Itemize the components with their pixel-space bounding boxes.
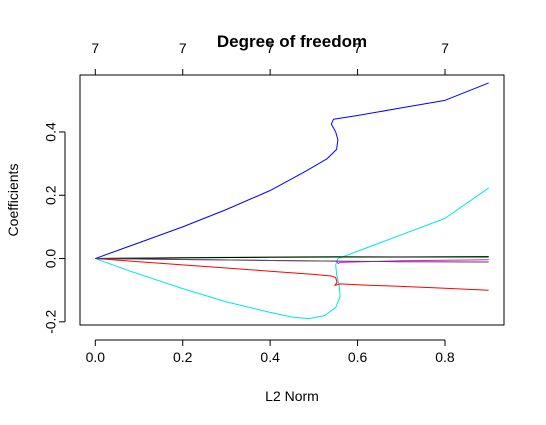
top-axis: 7 7 7 7 7 <box>91 40 449 76</box>
series-line-6 <box>95 256 489 260</box>
series-layer <box>95 82 489 320</box>
x-tick-label: 0.0 <box>86 349 106 365</box>
series-line-2 <box>95 187 489 320</box>
series-line-3 <box>95 258 489 291</box>
x-tick-label: 0.4 <box>260 349 280 365</box>
bottom-axis: 0.0 0.2 0.4 0.6 0.8 <box>86 339 455 365</box>
x-tick-label: 0.8 <box>435 349 455 365</box>
top-tick-label: 7 <box>91 40 99 56</box>
x-axis-label: L2 Norm <box>265 388 319 404</box>
top-tick-label: 7 <box>441 40 449 56</box>
top-tick-label: 7 <box>354 40 362 56</box>
y-tick-label: 0.4 <box>43 122 59 142</box>
series-line-7 <box>95 258 489 263</box>
x-tick-label: 0.6 <box>348 349 368 365</box>
y-tick-label: 0.0 <box>43 249 59 269</box>
y-tick-label: 0.2 <box>43 185 59 205</box>
left-axis: -0.2 0.0 0.2 0.4 <box>43 122 66 334</box>
x-tick-label: 0.2 <box>173 349 193 365</box>
top-tick-label: 7 <box>266 40 274 56</box>
chart-title: Degree of freedom <box>217 32 367 51</box>
y-tick-label: -0.2 <box>43 310 59 334</box>
series-line-1 <box>95 82 489 260</box>
y-axis-label: Coefficients <box>5 164 21 237</box>
plot-frame <box>79 74 505 326</box>
top-tick-label: 7 <box>179 40 187 56</box>
